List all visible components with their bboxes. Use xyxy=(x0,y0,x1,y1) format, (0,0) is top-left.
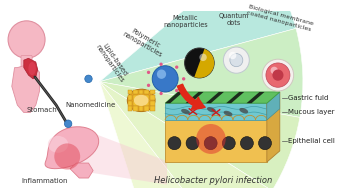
Circle shape xyxy=(223,47,249,73)
Text: Quantum
dots: Quantum dots xyxy=(218,12,249,26)
Circle shape xyxy=(65,120,72,128)
Bar xyxy=(150,101,155,105)
FancyArrowPatch shape xyxy=(177,84,205,109)
Bar xyxy=(128,101,132,105)
Circle shape xyxy=(175,89,178,92)
Text: Inflammation: Inflammation xyxy=(22,178,68,184)
Bar xyxy=(133,101,138,105)
Polygon shape xyxy=(165,103,267,120)
Polygon shape xyxy=(70,163,93,178)
Bar xyxy=(139,90,143,94)
Text: Mucous layer: Mucous layer xyxy=(288,109,335,115)
Circle shape xyxy=(196,124,226,154)
Bar xyxy=(139,106,143,111)
Bar xyxy=(150,106,155,111)
Text: Lipid-based
nanoparticles: Lipid-based nanoparticles xyxy=(94,40,131,84)
Wedge shape xyxy=(100,82,225,189)
Text: Metallic
nanoparticles: Metallic nanoparticles xyxy=(163,15,208,28)
Circle shape xyxy=(168,137,181,150)
Text: Gastric fuld: Gastric fuld xyxy=(288,94,328,101)
Ellipse shape xyxy=(127,89,155,112)
Bar xyxy=(144,101,149,105)
Polygon shape xyxy=(165,120,267,162)
Polygon shape xyxy=(45,127,99,169)
Circle shape xyxy=(8,21,45,58)
Text: Helicobacter pylori infection: Helicobacter pylori infection xyxy=(154,176,272,185)
Bar xyxy=(133,95,138,100)
Polygon shape xyxy=(267,92,280,162)
Bar xyxy=(144,90,149,94)
Text: Stomach: Stomach xyxy=(27,107,57,113)
Bar xyxy=(128,90,132,94)
Wedge shape xyxy=(100,82,272,189)
Bar xyxy=(139,95,143,100)
Circle shape xyxy=(258,137,271,150)
Circle shape xyxy=(147,84,150,87)
Circle shape xyxy=(271,67,278,74)
Circle shape xyxy=(147,71,150,74)
Polygon shape xyxy=(165,92,280,103)
FancyBboxPatch shape xyxy=(21,55,32,69)
Polygon shape xyxy=(24,58,38,79)
Bar xyxy=(144,106,149,111)
Bar xyxy=(150,95,155,100)
Bar xyxy=(133,90,138,94)
Circle shape xyxy=(157,70,166,79)
Circle shape xyxy=(222,137,235,150)
Bar xyxy=(128,106,132,111)
Ellipse shape xyxy=(48,136,68,153)
Circle shape xyxy=(266,63,290,87)
Wedge shape xyxy=(100,82,300,189)
Text: Biological membrane
coated nanoparticles: Biological membrane coated nanoparticles xyxy=(246,4,313,32)
Polygon shape xyxy=(186,92,204,103)
Circle shape xyxy=(85,75,92,83)
Circle shape xyxy=(152,66,178,92)
Bar xyxy=(144,95,149,100)
Polygon shape xyxy=(246,92,265,103)
Text: Nanomedicine: Nanomedicine xyxy=(65,102,116,108)
Circle shape xyxy=(230,54,243,67)
Circle shape xyxy=(272,70,284,81)
Circle shape xyxy=(54,143,80,170)
Text: Polymeric
nanoparticles: Polymeric nanoparticles xyxy=(122,25,167,58)
Text: Epithelial cell: Epithelial cell xyxy=(288,138,335,144)
Wedge shape xyxy=(100,28,303,117)
Circle shape xyxy=(159,63,163,66)
Ellipse shape xyxy=(224,111,233,116)
Polygon shape xyxy=(12,66,39,112)
Circle shape xyxy=(240,137,253,150)
Circle shape xyxy=(204,137,217,150)
Polygon shape xyxy=(47,124,167,185)
Bar xyxy=(128,95,132,100)
Polygon shape xyxy=(226,92,244,103)
Circle shape xyxy=(262,59,294,91)
Wedge shape xyxy=(194,49,214,78)
Ellipse shape xyxy=(29,62,36,75)
Circle shape xyxy=(229,52,236,59)
Polygon shape xyxy=(165,92,183,103)
Bar xyxy=(133,106,138,111)
Polygon shape xyxy=(267,92,280,120)
Wedge shape xyxy=(100,0,296,82)
Bar xyxy=(139,101,143,105)
Ellipse shape xyxy=(181,109,190,114)
Circle shape xyxy=(182,77,185,81)
Bar xyxy=(150,90,155,94)
Circle shape xyxy=(159,92,163,95)
Polygon shape xyxy=(206,92,224,103)
Circle shape xyxy=(186,137,199,150)
Circle shape xyxy=(185,48,214,78)
Ellipse shape xyxy=(239,108,248,113)
Ellipse shape xyxy=(134,95,149,106)
Ellipse shape xyxy=(207,107,216,112)
Circle shape xyxy=(175,65,178,69)
Circle shape xyxy=(199,54,207,61)
